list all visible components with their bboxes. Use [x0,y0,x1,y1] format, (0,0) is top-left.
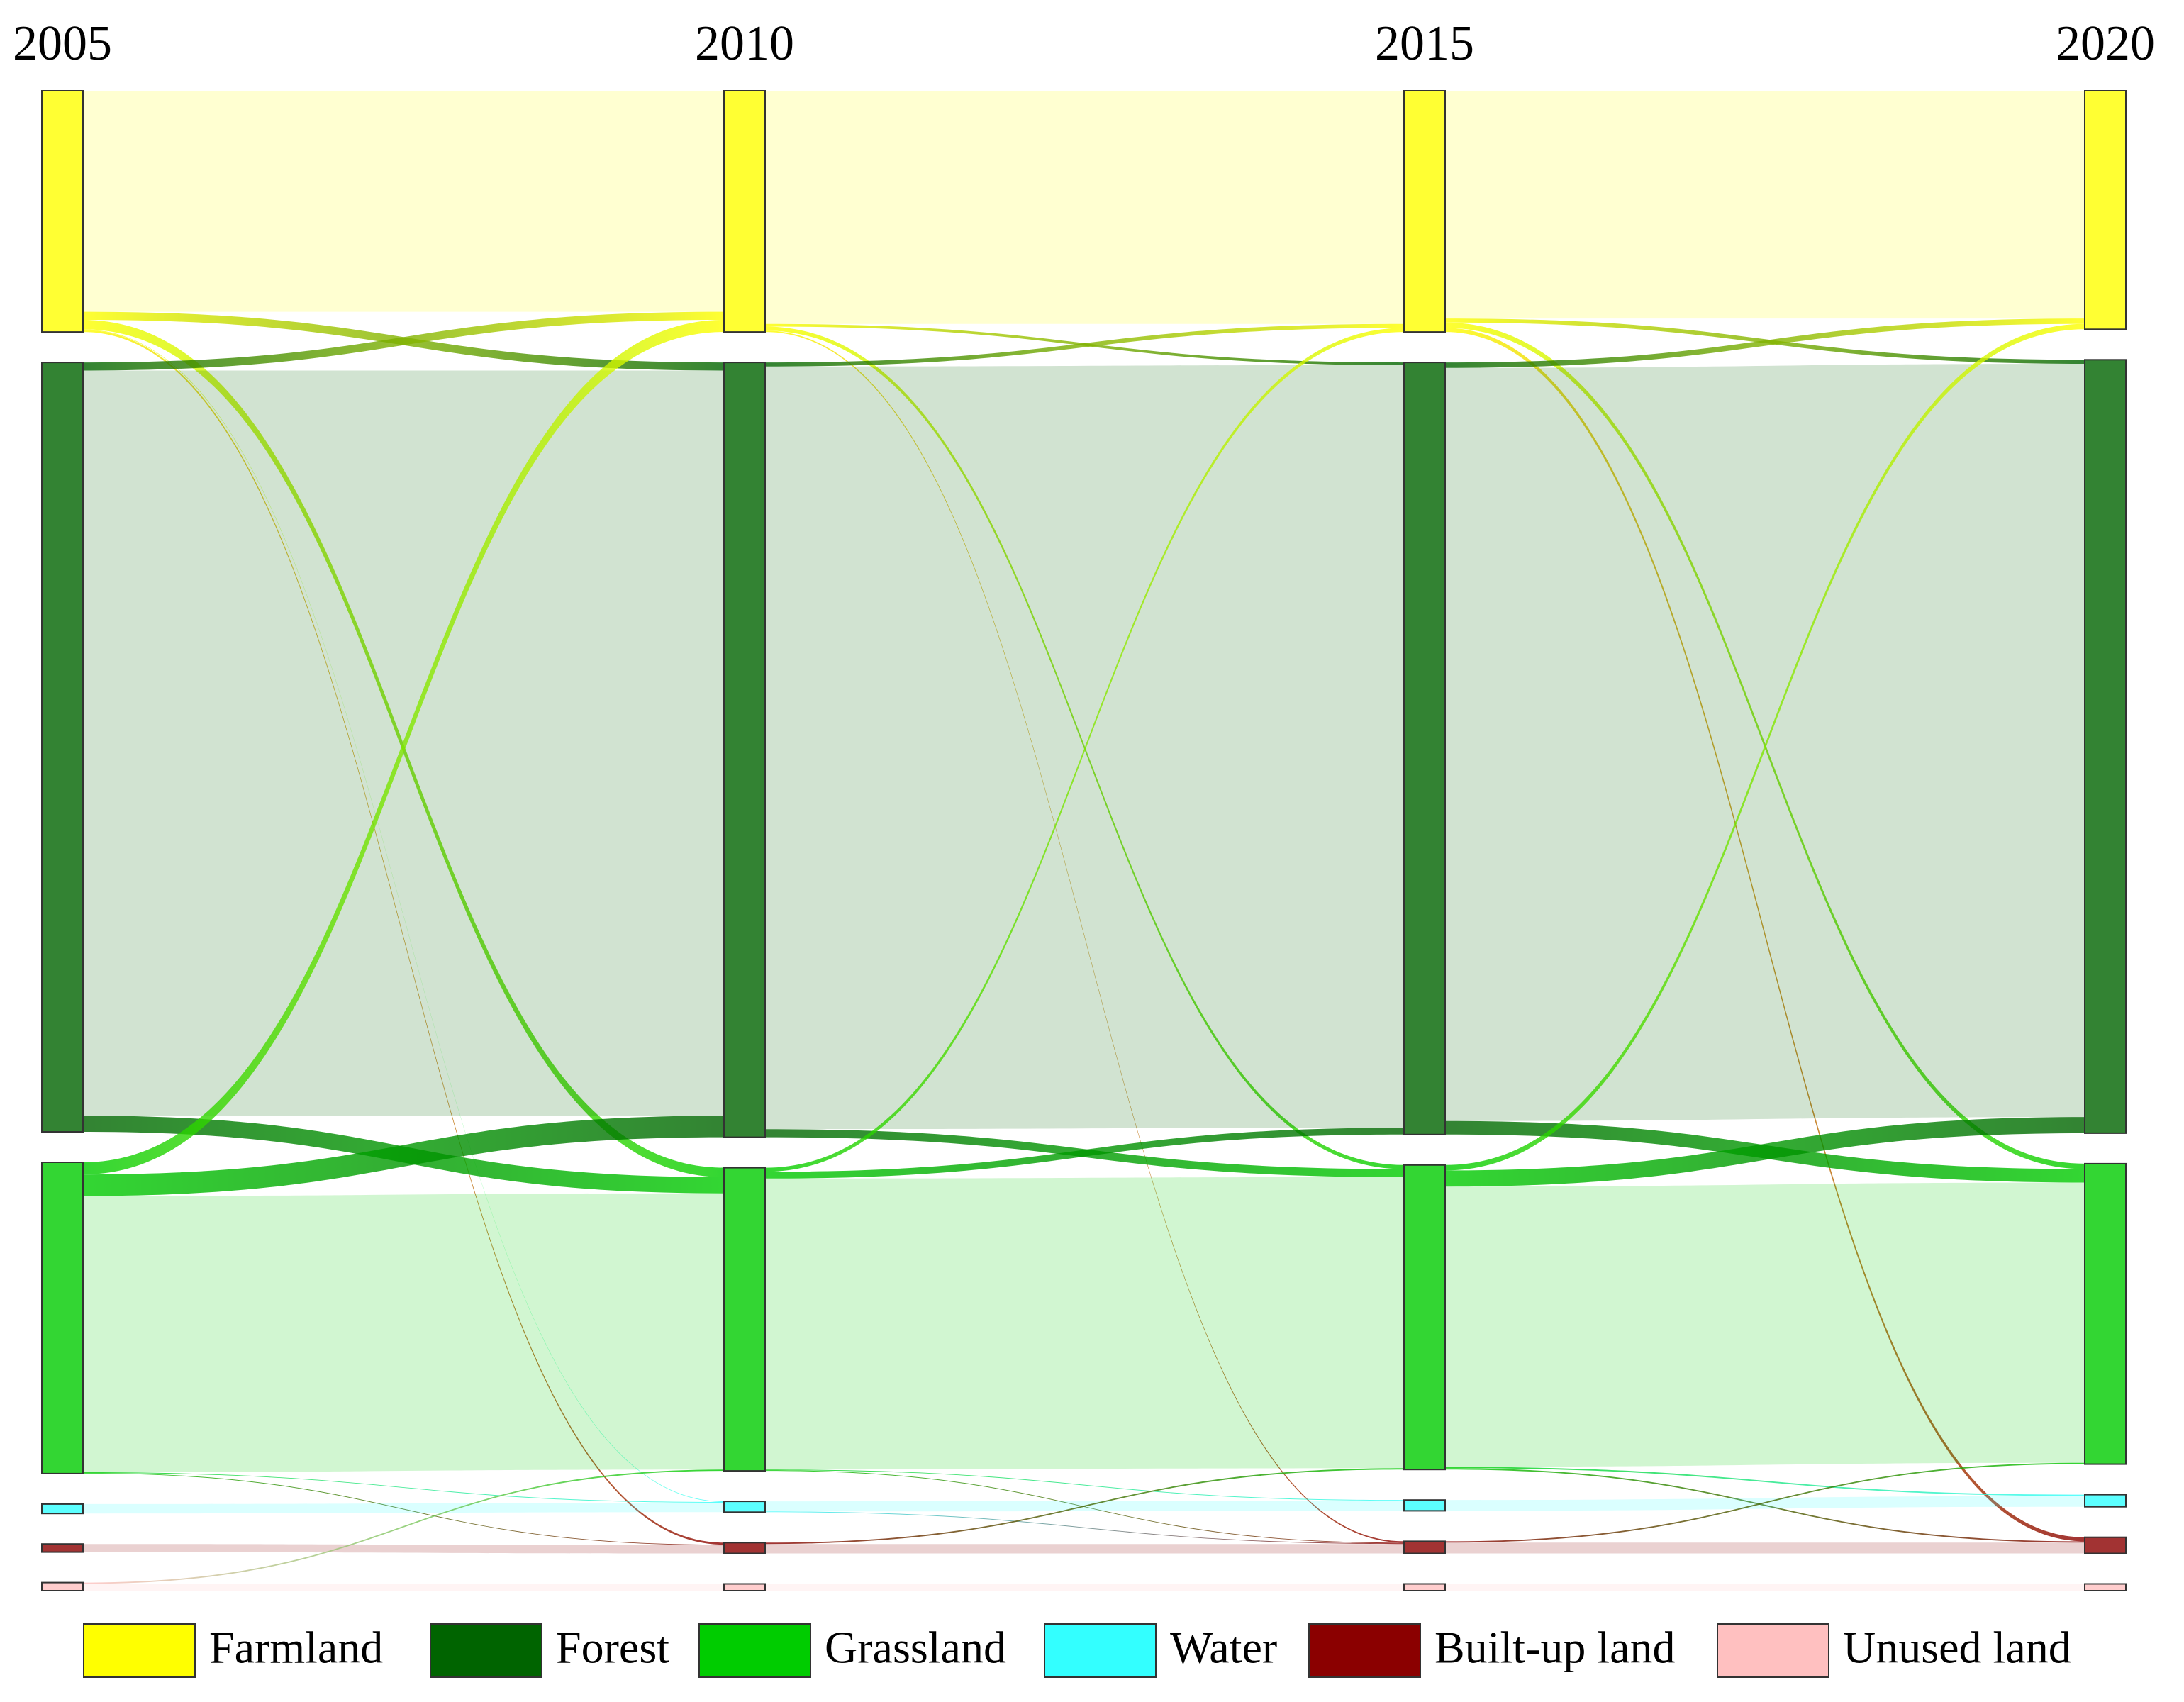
legend-label: Water [1170,1623,1277,1673]
node [723,1542,766,1554]
flow [1445,1182,2085,1467]
node [723,90,766,333]
stage-label: 2005 [13,16,112,71]
flow [1445,1117,2085,1187]
node [2084,1162,2127,1465]
flow [83,91,724,312]
node [723,1167,766,1472]
flow [83,311,724,371]
node [723,1501,766,1513]
legend-label: Unused land [1843,1623,2071,1673]
flow [1445,1584,2085,1591]
flow [765,1128,1404,1179]
flow [765,330,1404,1543]
flow [83,1584,724,1591]
flow [83,1472,724,1546]
flow [83,329,724,1503]
node [41,90,84,333]
node [41,1543,84,1553]
node [1403,90,1446,333]
legend-label: Built-up land [1434,1623,1676,1673]
node [2084,1583,2127,1591]
flow [765,323,1404,367]
flow [1445,91,2085,319]
node [41,1503,84,1515]
stage-label: 2020 [2056,16,2155,71]
flow [1445,1542,2085,1554]
flow [83,1472,724,1503]
node [41,1162,84,1474]
legend-swatch [1044,1623,1157,1678]
flow [1445,328,2085,1542]
node [2084,90,2127,330]
flow [765,1177,1404,1470]
flow [765,328,1404,1172]
legend-label: Farmland [209,1623,383,1673]
flow [83,1116,724,1196]
flow [83,1503,724,1514]
legend-label: Forest [556,1623,669,1673]
flow [1445,1468,2085,1543]
flow [765,1468,1404,1545]
stage-label: 2010 [695,16,794,71]
node [1403,1583,1446,1591]
node [2084,1536,2127,1554]
node [723,362,766,1138]
node [41,1581,84,1592]
legend-swatch [698,1623,811,1678]
flow [765,1544,1404,1554]
flow [1445,1462,2085,1543]
flow [83,1193,724,1472]
flow [1445,318,2085,368]
legend-label: Grassland [825,1623,1006,1673]
legend-swatch [1308,1623,1421,1678]
stage-label: 2015 [1375,16,1474,71]
flow [765,1584,1404,1591]
nodes [41,90,2127,1592]
node [2084,359,2127,1134]
flow [765,1511,1404,1545]
flow [765,1469,1404,1501]
node [1403,362,1446,1135]
legend-swatch [430,1623,542,1678]
node [2084,1494,2127,1508]
flow [1445,1467,2085,1496]
flow [765,91,1404,324]
node [1403,1540,1446,1554]
links [83,91,2085,1591]
legend-swatch [83,1623,196,1678]
labels: 2005 2010 2015 2020 Farmland Forest Grassland W… [13,16,2155,1678]
flow [1445,364,2085,1121]
flow [765,365,1404,1130]
flow [83,1544,724,1554]
node [41,362,84,1133]
legend-swatch [1717,1623,1829,1678]
flow [83,330,724,1545]
flow [1445,323,2085,1171]
node [1403,1164,1446,1471]
node [1403,1499,1446,1512]
flow [83,320,724,1175]
flow [83,1469,724,1584]
node [723,1583,766,1591]
